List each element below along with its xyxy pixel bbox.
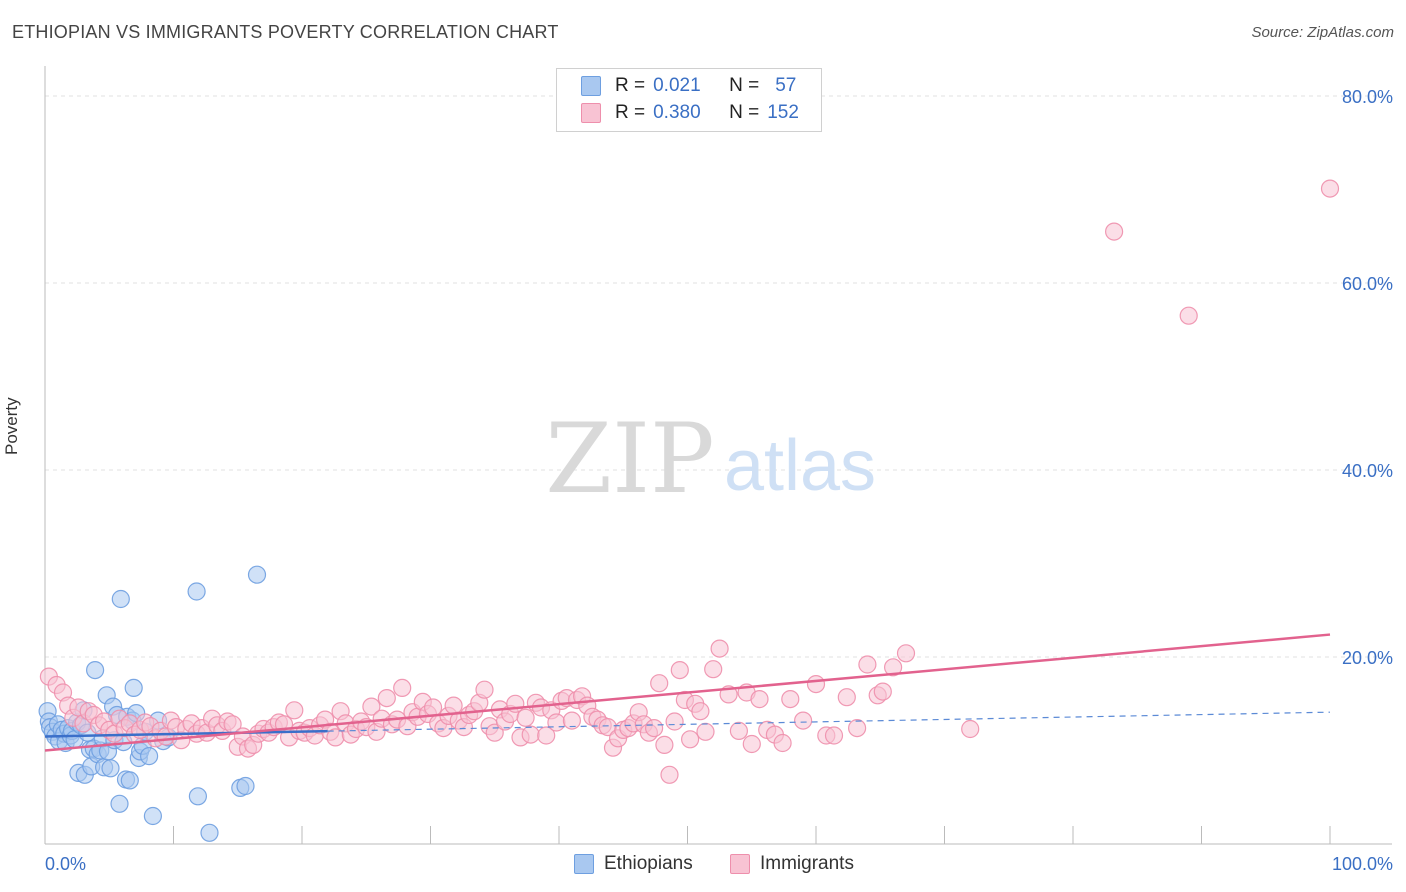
legend-n-value: 57 — [775, 75, 797, 96]
data-point — [1179, 306, 1198, 325]
grid-lines — [45, 95, 1392, 658]
legend-r-label: R = — [615, 75, 646, 96]
trend-lines — [44, 633, 1331, 752]
ethiopians-trend-line — [44, 729, 328, 738]
data-point — [1104, 222, 1124, 241]
data-point — [424, 698, 443, 717]
data-point — [644, 718, 664, 738]
data-point — [85, 660, 105, 680]
immigrants-points — [39, 179, 1340, 784]
x-tick-label-start: 0.0% — [45, 854, 86, 874]
immigrants-label: Immigrants — [760, 853, 854, 874]
data-point — [729, 721, 749, 741]
data-point — [837, 688, 856, 707]
ethiopians-label: Ethiopians — [604, 853, 693, 874]
data-point — [475, 680, 494, 699]
data-point — [537, 726, 556, 745]
data-point — [187, 582, 206, 601]
immigrants-trend-line — [44, 633, 1331, 752]
data-point — [393, 678, 412, 698]
legend-r-label: R = — [615, 102, 646, 123]
legend-n-label: N = — [729, 75, 760, 96]
data-point — [660, 765, 679, 784]
chart-source: Source: ZipAtlas.com — [1251, 24, 1394, 41]
ethiopians-trend-extension — [327, 711, 1331, 732]
data-point — [847, 718, 867, 738]
data-point — [873, 682, 892, 701]
legend-n-value: 152 — [767, 102, 799, 123]
data-point — [236, 776, 255, 796]
data-point — [696, 722, 715, 741]
data-point — [143, 806, 162, 826]
legend-row-ethiopians: R = 0.021 N = 57 — [581, 73, 796, 99]
y-tick-label: 80.0% — [1342, 87, 1393, 107]
bottom-legend-immigrants[interactable]: Immigrants — [730, 852, 854, 876]
data-point — [516, 708, 535, 727]
bottom-legend-ethiopians[interactable]: Ethiopians — [574, 852, 693, 876]
data-point — [806, 674, 826, 694]
data-point — [710, 639, 729, 658]
chart-title: ETHIOPIAN VS IMMIGRANTS POVERTY CORRELAT… — [12, 22, 559, 42]
legend-n-label: N = — [729, 102, 760, 123]
tick-labels: 20.0% 40.0% 60.0% 80.0% 0.0% 100.0% — [45, 87, 1393, 874]
data-point — [124, 678, 143, 698]
legend-swatch-ethiopians — [581, 76, 601, 96]
data-point — [521, 725, 540, 744]
data-point — [110, 794, 129, 813]
stats-legend: R = 0.021 N = 57 R = 0.380 N = 152 — [556, 68, 822, 132]
watermark-atlas: atlas — [724, 426, 876, 506]
legend-r-value: 0.380 — [653, 102, 701, 123]
y-tick-label: 60.0% — [1342, 274, 1393, 294]
data-point — [285, 701, 304, 720]
data-point — [562, 711, 582, 730]
data-point — [961, 719, 980, 739]
data-point — [1320, 179, 1340, 198]
axes — [44, 66, 1392, 845]
data-point — [742, 734, 761, 754]
data-point — [485, 723, 504, 742]
immigrants-swatch — [730, 854, 750, 874]
data-point — [704, 660, 723, 679]
data-point — [781, 689, 800, 709]
data-point — [188, 787, 207, 806]
data-point — [362, 697, 381, 716]
data-point — [793, 711, 813, 730]
x-tick-label-end: 100.0% — [1332, 854, 1393, 874]
y-tick-label: 40.0% — [1342, 461, 1393, 481]
data-point — [377, 688, 396, 708]
data-point — [120, 771, 139, 790]
data-point — [773, 733, 792, 753]
watermark: ZIP atlas — [545, 403, 876, 515]
data-point — [140, 746, 159, 766]
ethiopians-swatch — [574, 854, 594, 874]
legend-swatch-immigrants — [581, 103, 601, 123]
data-point — [247, 565, 267, 584]
data-point — [655, 735, 674, 755]
legend-row-immigrants: R = 0.380 N = 152 — [581, 100, 799, 126]
y-tick-label: 20.0% — [1342, 648, 1393, 668]
legend-r-value: 0.021 — [653, 75, 701, 96]
data-point — [670, 660, 689, 680]
data-point — [101, 759, 120, 778]
data-point — [896, 644, 916, 663]
data-point — [691, 702, 710, 721]
data-point — [547, 713, 566, 732]
watermark-zip: ZIP — [545, 403, 714, 515]
data-point — [111, 589, 130, 609]
data-point — [824, 726, 844, 745]
data-point — [858, 655, 877, 674]
data-point — [750, 689, 769, 709]
data-point — [200, 823, 219, 842]
data-point — [883, 658, 903, 677]
data-point — [650, 674, 669, 693]
data-point — [680, 730, 700, 749]
data-point — [665, 712, 684, 731]
